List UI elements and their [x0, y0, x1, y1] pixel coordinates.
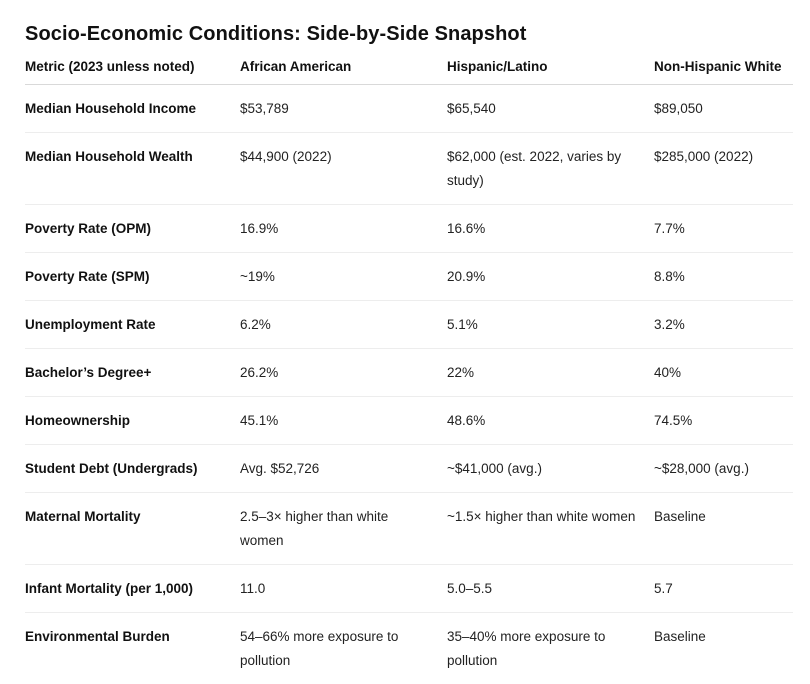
- table-row: Environmental Burden 54–66% more exposur…: [25, 613, 793, 684]
- value-cell: 8.8%: [654, 253, 793, 301]
- metric-cell: Poverty Rate (SPM): [25, 253, 240, 301]
- value-cell: 54–66% more exposure to pollution: [240, 613, 447, 684]
- metric-cell: Unemployment Rate: [25, 301, 240, 349]
- header-hispanic-latino: Hispanic/Latino: [447, 52, 654, 85]
- value-cell: $89,050: [654, 85, 793, 133]
- header-african-american: African American: [240, 52, 447, 85]
- value-cell: 11.0: [240, 565, 447, 613]
- value-cell: ~19%: [240, 253, 447, 301]
- value-cell: $285,000 (2022): [654, 133, 793, 205]
- value-cell: 16.9%: [240, 205, 447, 253]
- value-cell: 74.5%: [654, 397, 793, 445]
- table-row: Median Household Wealth $44,900 (2022) $…: [25, 133, 793, 205]
- value-cell: 7.7%: [654, 205, 793, 253]
- value-cell: 40%: [654, 349, 793, 397]
- table-row: Student Debt (Undergrads) Avg. $52,726 ~…: [25, 445, 793, 493]
- value-cell: 2.5–3× higher than white women: [240, 493, 447, 565]
- table-row: Maternal Mortality 2.5–3× higher than wh…: [25, 493, 793, 565]
- value-cell: $62,000 (est. 2022, varies by study): [447, 133, 654, 205]
- table-row: Poverty Rate (OPM) 16.9% 16.6% 7.7%: [25, 205, 793, 253]
- value-cell: 20.9%: [447, 253, 654, 301]
- value-cell: $53,789: [240, 85, 447, 133]
- table-row: Homeownership 45.1% 48.6% 74.5%: [25, 397, 793, 445]
- header-metric: Metric (2023 unless noted): [25, 52, 240, 85]
- metric-cell: Median Household Income: [25, 85, 240, 133]
- table-row: Poverty Rate (SPM) ~19% 20.9% 8.8%: [25, 253, 793, 301]
- value-cell: 6.2%: [240, 301, 447, 349]
- value-cell: ~1.5× higher than white women: [447, 493, 654, 565]
- value-cell: 5.0–5.5: [447, 565, 654, 613]
- value-cell: 26.2%: [240, 349, 447, 397]
- metric-cell: Maternal Mortality: [25, 493, 240, 565]
- table-row: Bachelor’s Degree+ 26.2% 22% 40%: [25, 349, 793, 397]
- table-row: Median Household Income $53,789 $65,540 …: [25, 85, 793, 133]
- value-cell: 35–40% more exposure to pollution: [447, 613, 654, 684]
- table-row: Infant Mortality (per 1,000) 11.0 5.0–5.…: [25, 565, 793, 613]
- value-cell: 16.6%: [447, 205, 654, 253]
- table-row: Unemployment Rate 6.2% 5.1% 3.2%: [25, 301, 793, 349]
- value-cell: 3.2%: [654, 301, 793, 349]
- metric-cell: Bachelor’s Degree+: [25, 349, 240, 397]
- table-header-row: Metric (2023 unless noted) African Ameri…: [25, 52, 793, 85]
- page-title: Socio-Economic Conditions: Side-by-Side …: [25, 20, 810, 48]
- value-cell: Baseline: [654, 493, 793, 565]
- value-cell: Baseline: [654, 613, 793, 684]
- value-cell: Avg. $52,726: [240, 445, 447, 493]
- value-cell: ~$28,000 (avg.): [654, 445, 793, 493]
- value-cell: ~$41,000 (avg.): [447, 445, 654, 493]
- metric-cell: Homeownership: [25, 397, 240, 445]
- value-cell: 45.1%: [240, 397, 447, 445]
- metric-cell: Student Debt (Undergrads): [25, 445, 240, 493]
- header-non-hispanic-white: Non-Hispanic White: [654, 52, 793, 85]
- value-cell: 5.1%: [447, 301, 654, 349]
- value-cell: $65,540: [447, 85, 654, 133]
- value-cell: 5.7: [654, 565, 793, 613]
- value-cell: 48.6%: [447, 397, 654, 445]
- metric-cell: Infant Mortality (per 1,000): [25, 565, 240, 613]
- metric-cell: Poverty Rate (OPM): [25, 205, 240, 253]
- value-cell: 22%: [447, 349, 654, 397]
- metric-cell: Median Household Wealth: [25, 133, 240, 205]
- value-cell: $44,900 (2022): [240, 133, 447, 205]
- metric-cell: Environmental Burden: [25, 613, 240, 684]
- snapshot-table: Metric (2023 unless noted) African Ameri…: [25, 52, 793, 684]
